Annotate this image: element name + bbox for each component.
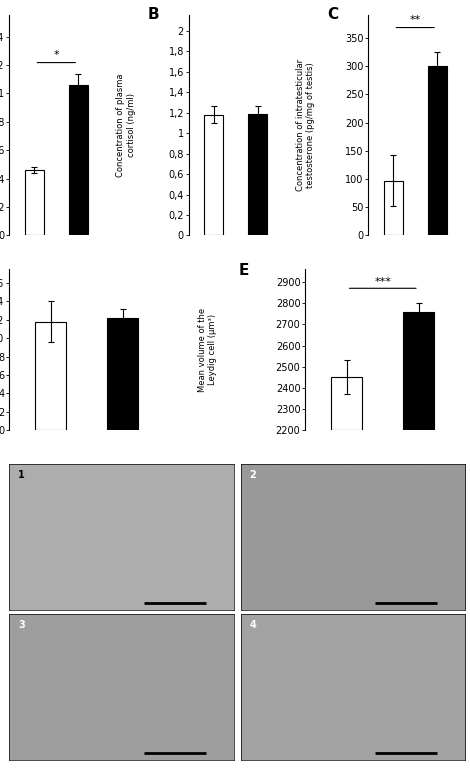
Bar bbox=[204, 114, 223, 236]
Text: 4: 4 bbox=[250, 621, 257, 631]
Bar bbox=[384, 180, 403, 236]
Text: 3: 3 bbox=[18, 621, 25, 631]
Text: E: E bbox=[238, 263, 249, 278]
Bar bbox=[25, 170, 44, 236]
Text: B: B bbox=[148, 7, 160, 22]
Y-axis label: Mean volume of the
Leydig cell (μm³): Mean volume of the Leydig cell (μm³) bbox=[198, 308, 217, 392]
Bar bbox=[248, 114, 267, 236]
Text: 1: 1 bbox=[18, 470, 25, 480]
Bar bbox=[331, 377, 362, 430]
Text: *: * bbox=[54, 51, 59, 61]
Bar bbox=[69, 85, 87, 236]
Bar bbox=[403, 312, 434, 430]
Text: **: ** bbox=[410, 15, 421, 25]
Y-axis label: Concentration of intratesticular
testosterone (pg/mg of testis): Concentration of intratesticular testost… bbox=[296, 59, 315, 191]
Text: 2: 2 bbox=[250, 470, 257, 480]
Bar bbox=[35, 322, 66, 430]
Bar bbox=[108, 318, 138, 430]
Bar bbox=[428, 66, 446, 236]
Y-axis label: Concentration of plasma
cortisol (ng/ml): Concentration of plasma cortisol (ng/ml) bbox=[116, 74, 135, 177]
Text: C: C bbox=[328, 7, 339, 22]
Text: ***: *** bbox=[374, 277, 391, 287]
